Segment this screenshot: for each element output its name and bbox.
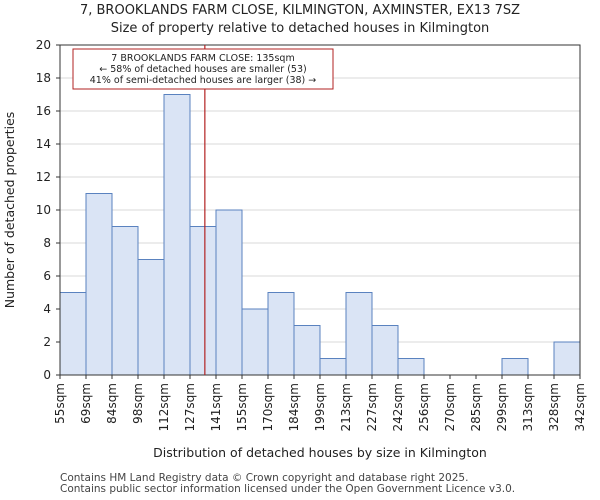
x-tick-label: 69sqm bbox=[79, 383, 93, 424]
bar bbox=[319, 358, 347, 376]
x-tick-label: 112sqm bbox=[157, 383, 171, 431]
annotation-line-2: ← 58% of detached houses are smaller (53… bbox=[99, 64, 306, 75]
y-tick-label: 10 bbox=[36, 203, 51, 217]
chart-title: 7, BROOKLANDS FARM CLOSE, KILMINGTON, AX… bbox=[80, 3, 520, 18]
x-tick-label: 342sqm bbox=[573, 383, 587, 431]
x-tick-labels: 55sqm 69sqm 84sqm 98sqm 112sqm 127sqm 141sqm 15… bbox=[53, 375, 587, 431]
plot-frame bbox=[59, 44, 581, 376]
y-axis-label: Number of detached properties bbox=[2, 112, 17, 309]
x-tick-label: 155sqm bbox=[235, 383, 249, 431]
bar bbox=[59, 292, 87, 376]
bar bbox=[553, 341, 581, 376]
x-tick-label: 184sqm bbox=[287, 383, 301, 431]
x-tick-label: 170sqm bbox=[261, 383, 275, 431]
annotation-box bbox=[72, 48, 334, 90]
x-tick-label: 227sqm bbox=[365, 383, 379, 431]
y-tick-label: 0 bbox=[43, 368, 51, 382]
y-tick-labels: 0 2 4 6 8 10 12 14 16 18 20 bbox=[36, 38, 60, 382]
bar bbox=[137, 259, 165, 376]
footer-line-2: Contains public sector information licen… bbox=[60, 483, 516, 495]
x-tick-label: 285sqm bbox=[469, 383, 483, 431]
x-tick-label: 328sqm bbox=[547, 383, 561, 431]
x-tick-label: 213sqm bbox=[339, 383, 353, 431]
bar bbox=[163, 94, 191, 376]
y-tick-label: 4 bbox=[43, 302, 51, 316]
x-tick-label: 256sqm bbox=[417, 383, 431, 431]
x-tick-label: 199sqm bbox=[313, 383, 327, 431]
y-tick-label: 14 bbox=[36, 137, 51, 151]
chart-subtitle: Size of property relative to detached ho… bbox=[111, 21, 490, 36]
x-tick-label: 299sqm bbox=[495, 383, 509, 431]
bar bbox=[397, 358, 425, 376]
bar bbox=[371, 325, 399, 376]
bar bbox=[241, 308, 269, 376]
y-tick-label: 8 bbox=[43, 236, 51, 250]
bar bbox=[501, 358, 529, 376]
x-tick-label: 141sqm bbox=[209, 383, 223, 431]
x-tick-label: 313sqm bbox=[521, 383, 535, 431]
bar bbox=[215, 209, 243, 376]
x-tick-label: 98sqm bbox=[131, 383, 145, 424]
x-tick-label: 84sqm bbox=[105, 383, 119, 424]
bar bbox=[85, 193, 113, 376]
y-tick-label: 2 bbox=[43, 335, 51, 349]
annotation-line-3: 41% of semi-detached houses are larger (… bbox=[90, 75, 317, 86]
x-axis-label: Distribution of detached houses by size … bbox=[153, 445, 487, 460]
annotation-line-1: 7 BROOKLANDS FARM CLOSE: 135sqm bbox=[111, 53, 294, 64]
bar bbox=[345, 292, 373, 376]
bar bbox=[189, 226, 217, 376]
y-tick-label: 18 bbox=[36, 71, 51, 85]
footer-line-1: Contains HM Land Registry data © Crown c… bbox=[60, 472, 469, 484]
bar bbox=[267, 292, 295, 376]
bar bbox=[293, 325, 321, 376]
bar bbox=[111, 226, 139, 376]
x-tick-label: 127sqm bbox=[183, 383, 197, 431]
bars bbox=[59, 94, 581, 376]
y-tick-label: 20 bbox=[36, 38, 51, 52]
y-tick-label: 6 bbox=[43, 269, 51, 283]
x-tick-label: 270sqm bbox=[443, 383, 457, 431]
x-tick-label: 242sqm bbox=[391, 383, 405, 431]
y-tick-label: 16 bbox=[36, 104, 51, 118]
x-tick-label: 55sqm bbox=[53, 383, 67, 424]
y-tick-label: 12 bbox=[36, 170, 51, 184]
